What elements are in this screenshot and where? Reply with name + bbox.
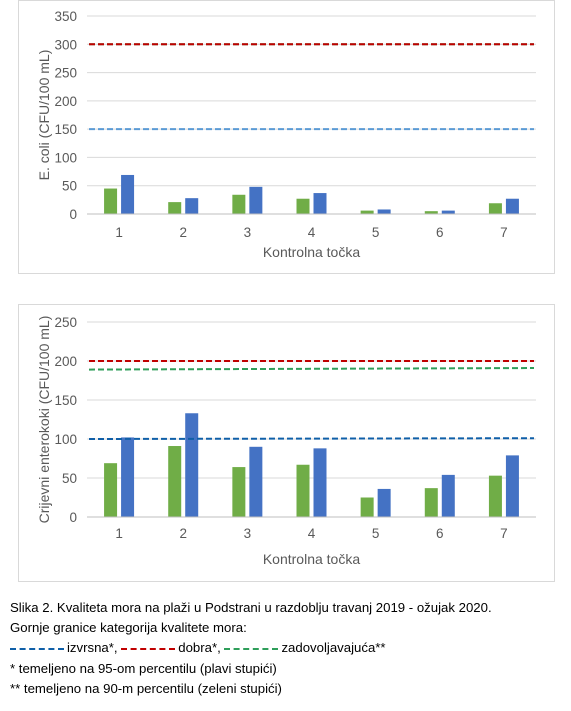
bar-series1-cat2 — [168, 202, 182, 214]
legend-label-izvrsna: izvrsna*, — [67, 640, 118, 656]
bar-series2-cat4 — [313, 193, 327, 214]
bar-series1-cat6 — [424, 488, 438, 517]
x-tick-label: 7 — [500, 526, 508, 541]
y-tick-label: 200 — [54, 94, 77, 109]
x-tick-label: 3 — [244, 225, 252, 240]
x-tick-label: 5 — [372, 225, 380, 240]
bar-series2-cat7 — [505, 455, 519, 517]
bar-series2-cat1 — [121, 174, 135, 214]
legend-swatch-izvrsna — [10, 647, 64, 650]
x-tick-label: 4 — [308, 526, 316, 541]
y-tick-label: 0 — [69, 207, 77, 222]
reference-line-2 — [88, 367, 535, 371]
bar-series1-cat7 — [488, 203, 502, 214]
bar-series2-cat3 — [249, 186, 263, 214]
bar-series1-cat5 — [360, 210, 374, 214]
chart-ecoli-svg: 0 50 100 150 200 250 300 350 1 2 3 4 5 6 7 Kontrolna to… — [36, 9, 536, 260]
y-tick-label: 150 — [54, 122, 77, 137]
bar-series2-cat3 — [249, 446, 263, 517]
bar-series2-cat5 — [377, 209, 391, 214]
bar-series1-cat3 — [232, 467, 246, 517]
x-tick-label: 3 — [244, 526, 252, 541]
legend-label-dobra: dobra*, — [178, 640, 221, 656]
y-tick-label: 100 — [54, 150, 77, 165]
legend-swatch-dobra — [121, 647, 176, 650]
bar-series1-cat4 — [296, 464, 310, 517]
bar-series2-cat2 — [185, 198, 199, 214]
bar-series2-cat1 — [121, 437, 135, 517]
legend-label-zadovoljavajuca: zadovoljavajuća** — [281, 640, 386, 656]
y-tick-label: 0 — [69, 510, 77, 525]
caption-legend: izvrsna*, dobra*, zadovoljavajuća** — [10, 638, 565, 658]
bar-series1-cat5 — [360, 497, 374, 517]
y-tick-label: 300 — [54, 37, 77, 52]
x-axis-label: Kontrolna točka — [263, 551, 360, 567]
bar-series1-cat7 — [488, 475, 502, 517]
x-tick-label: 6 — [436, 225, 444, 240]
bar-series1-cat4 — [296, 198, 310, 214]
y-tick-label: 200 — [54, 354, 77, 369]
bar-series2-cat2 — [185, 413, 199, 517]
y-tick-label: 250 — [54, 315, 77, 330]
caption-note-95: * temeljeno na 95-om percentilu (plavi s… — [10, 660, 277, 676]
chart-enterococci-svg: 0 50 100 150 200 250 1 2 3 4 5 6 7 Kontrolna točka Cri… — [36, 315, 536, 567]
x-tick-label: 4 — [308, 225, 316, 240]
x-tick-label: 5 — [372, 526, 380, 541]
bar-series1-cat2 — [168, 446, 182, 517]
bar-series1-cat1 — [104, 463, 118, 517]
bar-series2-cat4 — [313, 448, 327, 517]
bar-series2-cat6 — [441, 210, 455, 214]
x-tick-label: 6 — [436, 526, 444, 541]
y-tick-label: 350 — [54, 9, 77, 24]
y-axis-label: Crijevni enterokoki (CFU/100 mL) — [36, 316, 52, 524]
bar-series2-cat5 — [377, 488, 391, 517]
x-axis-label: Kontrolna točka — [263, 244, 360, 260]
bar-series2-cat6 — [441, 474, 455, 517]
x-tick-label: 1 — [115, 526, 123, 541]
caption-note-90: ** temeljeno na 90-m percentilu (zeleni … — [10, 680, 282, 696]
y-tick-label: 150 — [54, 393, 77, 408]
y-tick-label: 250 — [54, 66, 77, 81]
caption-title: Slika 2. Kvaliteta mora na plaži u Podst… — [10, 600, 492, 615]
figure-caption: Slika 2. Kvaliteta mora na plaži u Podst… — [10, 598, 565, 699]
chart-ecoli: 0 50 100 150 200 250 300 350 1 2 3 4 5 6 7 Kontrolna to… — [18, 0, 555, 274]
bar-series1-cat3 — [232, 194, 246, 214]
x-tick-label: 1 — [115, 225, 123, 240]
y-axis-label: E. coli (CFU/100 mL) — [36, 50, 52, 181]
x-tick-label: 2 — [179, 526, 187, 541]
caption-subtitle: Gornje granice kategorija kvalitete mora… — [10, 620, 247, 636]
y-tick-label: 50 — [62, 471, 77, 486]
chart-enterococci: 0 50 100 150 200 250 1 2 3 4 5 6 7 Kontrolna točka Cri… — [18, 304, 555, 582]
x-tick-label: 7 — [500, 225, 508, 240]
y-tick-label: 50 — [62, 179, 77, 194]
x-tick-label: 2 — [179, 225, 187, 240]
reference-line-3 — [88, 437, 535, 440]
bar-series1-cat6 — [424, 211, 438, 214]
bar-series2-cat7 — [505, 198, 519, 214]
y-tick-label: 100 — [54, 432, 77, 447]
legend-swatch-zadovoljavajuca — [224, 647, 279, 650]
bar-series1-cat1 — [104, 188, 118, 214]
